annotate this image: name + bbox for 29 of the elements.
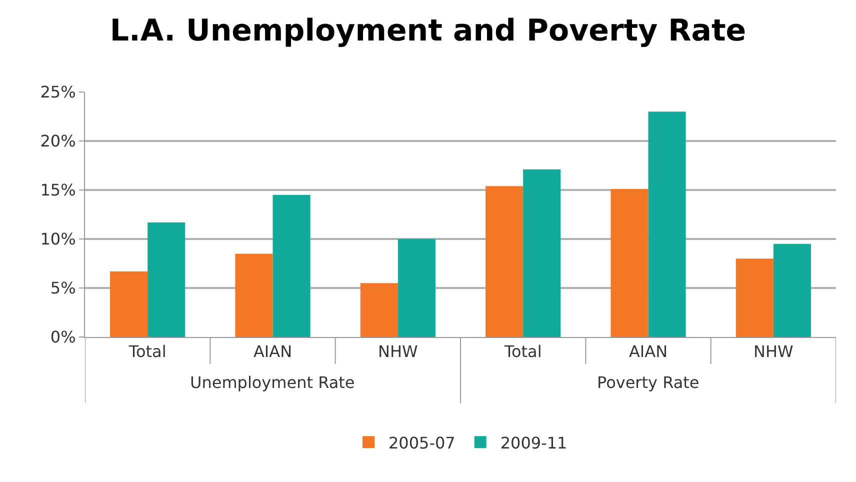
y-tick-label: 10% xyxy=(40,230,76,249)
text: Poverty Rate xyxy=(597,373,700,392)
y-tick-label: 15% xyxy=(40,180,76,200)
x-tick-label: AIAN xyxy=(628,342,668,362)
x-tick-label: NHW xyxy=(754,342,794,362)
legend-label: 2005-07 xyxy=(388,433,456,452)
bar xyxy=(610,189,648,337)
x-tick-label: Total xyxy=(503,342,542,362)
x-tick-label: Total xyxy=(128,342,166,362)
y-tick-label: 5% xyxy=(50,278,76,298)
bar xyxy=(523,169,561,337)
y-tick-label: 25% xyxy=(40,82,76,102)
legend-label: 2009-11 xyxy=(500,433,568,452)
bar xyxy=(648,112,686,337)
bar xyxy=(110,271,148,337)
bar xyxy=(148,222,186,337)
bar xyxy=(235,254,273,337)
bar xyxy=(736,258,774,337)
y-tick-label: 20% xyxy=(40,132,76,151)
x-tick-label: NHW xyxy=(378,342,418,362)
bar xyxy=(486,186,524,337)
text: Unemployment Rate xyxy=(190,373,355,392)
bar xyxy=(272,194,310,337)
chart-title: L.A. Unemployment and Poverty Rate xyxy=(110,13,746,48)
y-tick-label: 0% xyxy=(50,328,76,347)
bar xyxy=(398,239,436,337)
bar xyxy=(773,244,811,337)
x-tick-label: AIAN xyxy=(253,342,292,362)
bar xyxy=(360,283,398,337)
